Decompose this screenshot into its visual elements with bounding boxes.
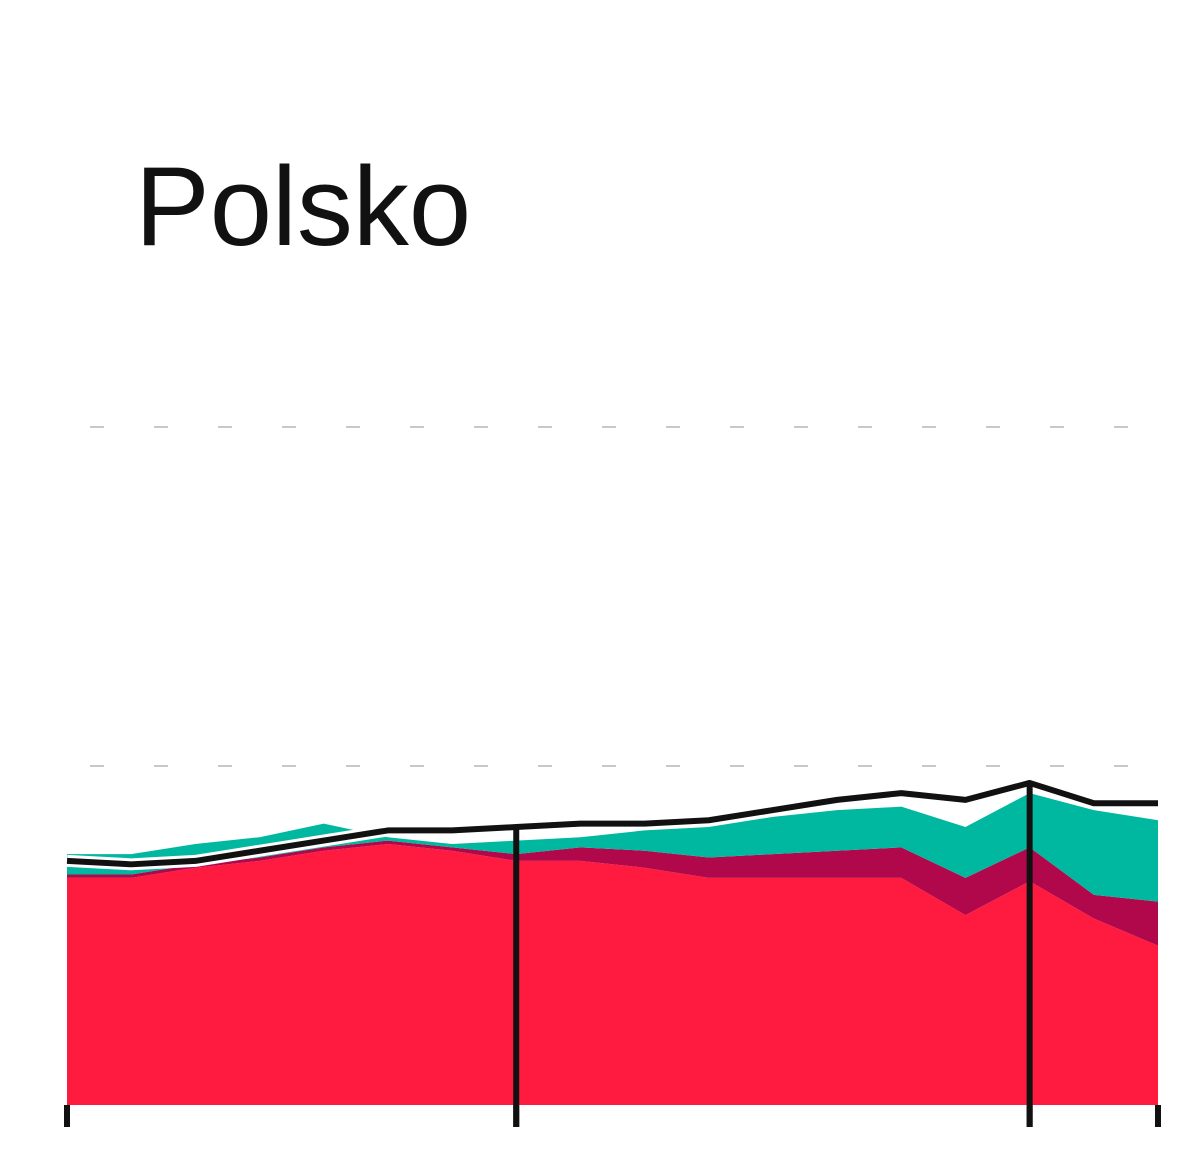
chart-title: Polsko [135, 144, 471, 269]
area [67, 840, 1158, 946]
area [67, 843, 1158, 1105]
line [66, 779, 1158, 868]
area [67, 793, 1158, 902]
